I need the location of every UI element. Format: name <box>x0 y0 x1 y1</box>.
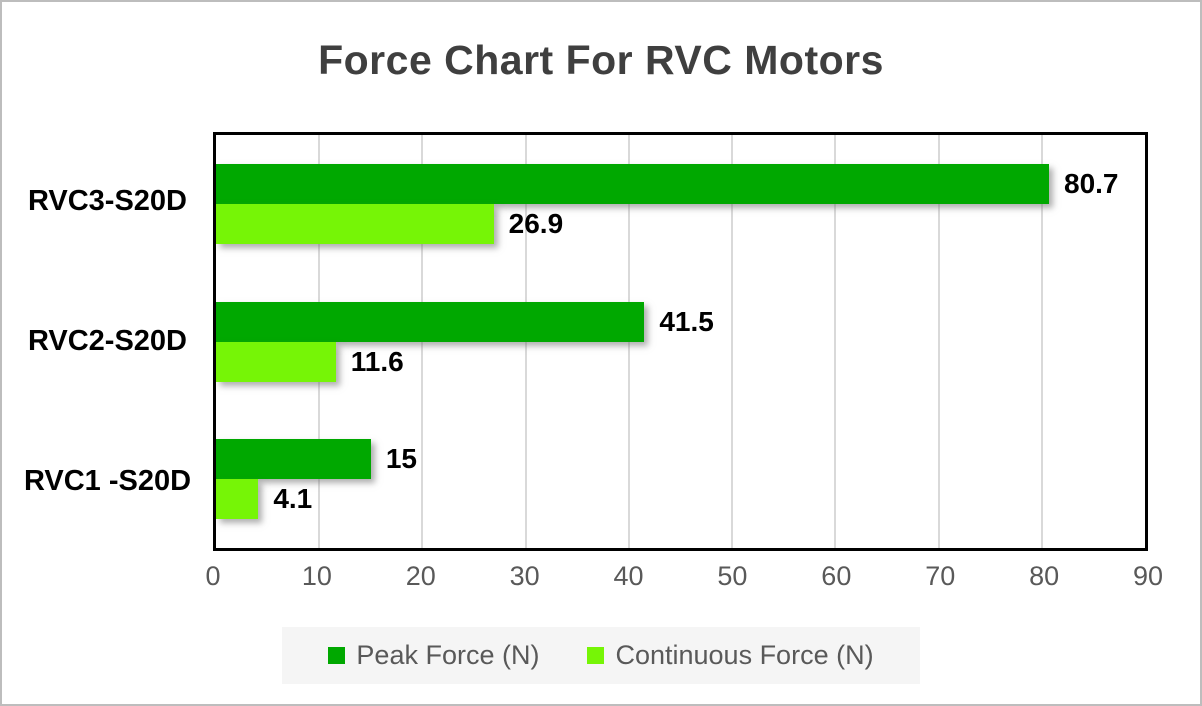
x-tick-label: 60 <box>821 561 852 591</box>
bar-continuous-force: 4.1 <box>216 479 312 520</box>
category-label: RVC2-S20D <box>27 325 188 357</box>
value-label: 15 <box>385 443 417 475</box>
legend-row: Peak Force (N) Continuous Force (N) <box>2 627 1200 684</box>
legend-label: Peak Force (N) <box>356 640 540 670</box>
gridline <box>1040 135 1043 548</box>
value-label: 80.7 <box>1064 167 1119 199</box>
legend-item-continuous-force: Continuous Force (N) <box>587 640 874 671</box>
bar-peak-force: 15 <box>216 439 417 480</box>
category-band: 15 4.1 <box>216 410 1145 548</box>
gridline <box>834 135 837 548</box>
value-label: 26.9 <box>508 207 564 239</box>
gridline <box>421 135 424 548</box>
bar-continuous-force: 11.6 <box>216 341 404 382</box>
x-tick-label: 80 <box>1029 561 1060 591</box>
legend-label: Continuous Force (N) <box>615 640 874 670</box>
x-tick-label: 0 <box>205 561 221 591</box>
x-tick-label: 40 <box>613 561 644 591</box>
gridline <box>937 135 940 548</box>
x-tick-label: 20 <box>405 561 436 591</box>
x-tick-label: 70 <box>925 561 956 591</box>
category-label: RVC1 -S20D <box>23 464 192 497</box>
x-tick-label: 30 <box>509 561 540 591</box>
x-axis-ticks: 0 10 20 30 40 50 60 70 80 90 <box>205 559 1163 597</box>
gridline <box>524 135 527 548</box>
x-axis: 0 10 20 30 40 50 60 70 80 90 <box>2 559 1200 597</box>
bar-peak-force: 80.7 <box>216 163 1119 204</box>
x-axis-spacer <box>2 559 213 597</box>
legend-swatch-icon <box>587 647 605 664</box>
legend-swatch-icon <box>328 647 346 664</box>
category-band: 80.7 26.9 <box>216 135 1145 273</box>
legend-item-peak-force: Peak Force (N) <box>328 640 539 671</box>
x-tick-label: 10 <box>301 561 332 591</box>
bar-peak-force: 41.5 <box>216 301 714 342</box>
category-label: RVC3-S20D <box>27 185 188 218</box>
x-tick-label: 90 <box>1132 561 1164 591</box>
gridline <box>731 135 734 548</box>
value-label: 41.5 <box>659 305 714 337</box>
bar-continuous-force: 26.9 <box>216 203 563 244</box>
category-band: 41.5 11.6 <box>216 273 1145 411</box>
legend: Peak Force (N) Continuous Force (N) <box>282 627 920 684</box>
value-label: 11.6 <box>350 345 404 377</box>
gridline <box>627 135 630 548</box>
category-axis: RVC3-S20D RVC2-S20D RVC1 -S20D <box>2 132 213 551</box>
plot-area: 80.7 26.9 41.5 11.6 15 4.1 <box>213 132 1148 551</box>
chart-title: Force Chart For RVC Motors <box>318 37 884 83</box>
chart-body: RVC3-S20D RVC2-S20D RVC1 -S20D 80.7 26.9 41.… <box>2 132 1200 551</box>
value-label: 4.1 <box>273 483 313 515</box>
x-tick-label: 50 <box>717 561 748 591</box>
